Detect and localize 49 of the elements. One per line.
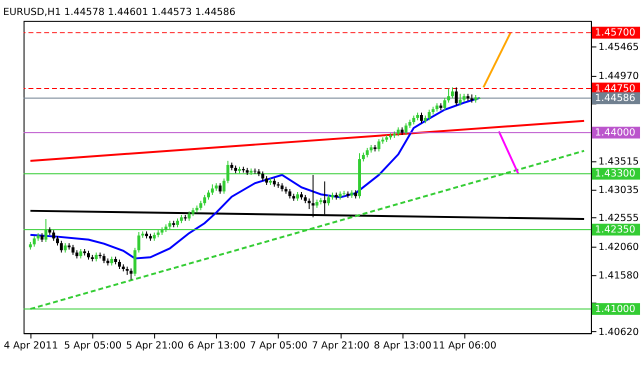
y-tick-label: 1.43515 xyxy=(598,156,639,168)
y-tick-label: 1.45465 xyxy=(598,42,639,53)
candlestick xyxy=(118,259,121,270)
ref-line-label: 1.43300 xyxy=(594,168,636,180)
x-tick-label: 7 Apr 21:00 xyxy=(312,340,370,352)
candlestick xyxy=(199,200,202,211)
candlestick xyxy=(377,138,380,152)
candlestick xyxy=(137,231,140,254)
chart-title: EURUSD,H1 1.44578 1.44601 1.44573 1.44586 xyxy=(3,7,236,18)
candlestick xyxy=(133,247,136,277)
candlestick xyxy=(288,188,292,199)
ref-line-label: 1.44586 xyxy=(594,93,636,104)
candlestick xyxy=(52,230,56,242)
candlestick xyxy=(203,194,206,206)
ref-line-label: 1.45700 xyxy=(594,28,636,39)
candlestick xyxy=(450,86,454,100)
y-tick-label: 1.44970 xyxy=(598,71,639,82)
x-tick-label: 8 Apr 13:00 xyxy=(374,340,432,352)
y-tick-label: 1.42060 xyxy=(598,242,639,254)
candlestick xyxy=(218,182,222,194)
candlestick xyxy=(443,97,446,111)
candlestick xyxy=(207,190,210,200)
candlestick xyxy=(327,194,330,206)
ref-line-label: 1.44750 xyxy=(594,83,636,94)
ref-line-label: 1.44000 xyxy=(594,128,636,139)
candlestick xyxy=(454,86,458,106)
y-tick-label: 1.43035 xyxy=(598,184,639,196)
x-tick-label: 7 Apr 05:00 xyxy=(250,340,308,352)
candlestick xyxy=(102,253,106,264)
candlestick xyxy=(404,122,408,136)
candlestick xyxy=(458,93,462,106)
ref-line-label: 1.41000 xyxy=(594,304,636,315)
candlestick xyxy=(60,240,63,254)
y-tick-label: 1.41580 xyxy=(598,270,639,282)
candlestick xyxy=(420,112,423,124)
x-tick-label: 5 Apr 21:00 xyxy=(126,340,184,352)
candlestick xyxy=(56,236,59,246)
x-tick-label: 5 Apr 05:00 xyxy=(64,340,122,352)
x-tick-label: 6 Apr 13:00 xyxy=(188,340,246,352)
candlestick xyxy=(72,244,74,256)
candlestick xyxy=(447,88,450,104)
ref-line-label: 1.42350 xyxy=(594,224,636,236)
y-tick-label: 1.42555 xyxy=(598,213,639,224)
candlestick xyxy=(210,184,214,196)
y-tick-label: 1.40620 xyxy=(598,326,639,338)
candlestick xyxy=(188,210,191,222)
candlestick xyxy=(222,178,226,194)
x-tick-label: 11 Apr 06:00 xyxy=(432,340,497,352)
x-tick-label: 4 Apr 2011 xyxy=(4,340,58,352)
